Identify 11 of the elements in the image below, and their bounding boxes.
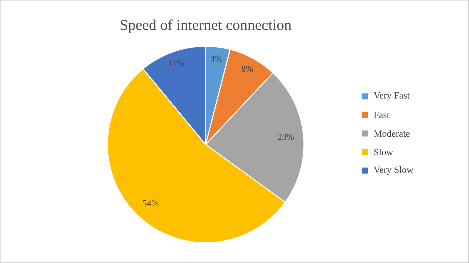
legend-label: Slow xyxy=(374,148,394,156)
data-label: 54% xyxy=(143,200,159,206)
data-label: 11% xyxy=(169,60,184,66)
legend-label: Moderate xyxy=(374,130,410,137)
legend-label: Very Fast xyxy=(374,92,410,101)
data-label: 8% xyxy=(242,66,254,72)
legend-label: Very Slow xyxy=(374,166,414,175)
data-label: 23% xyxy=(278,134,294,140)
data-label: 4% xyxy=(210,56,222,62)
legend-label: Fast xyxy=(374,112,390,118)
chart-title: Speed of internet connection xyxy=(121,19,292,34)
